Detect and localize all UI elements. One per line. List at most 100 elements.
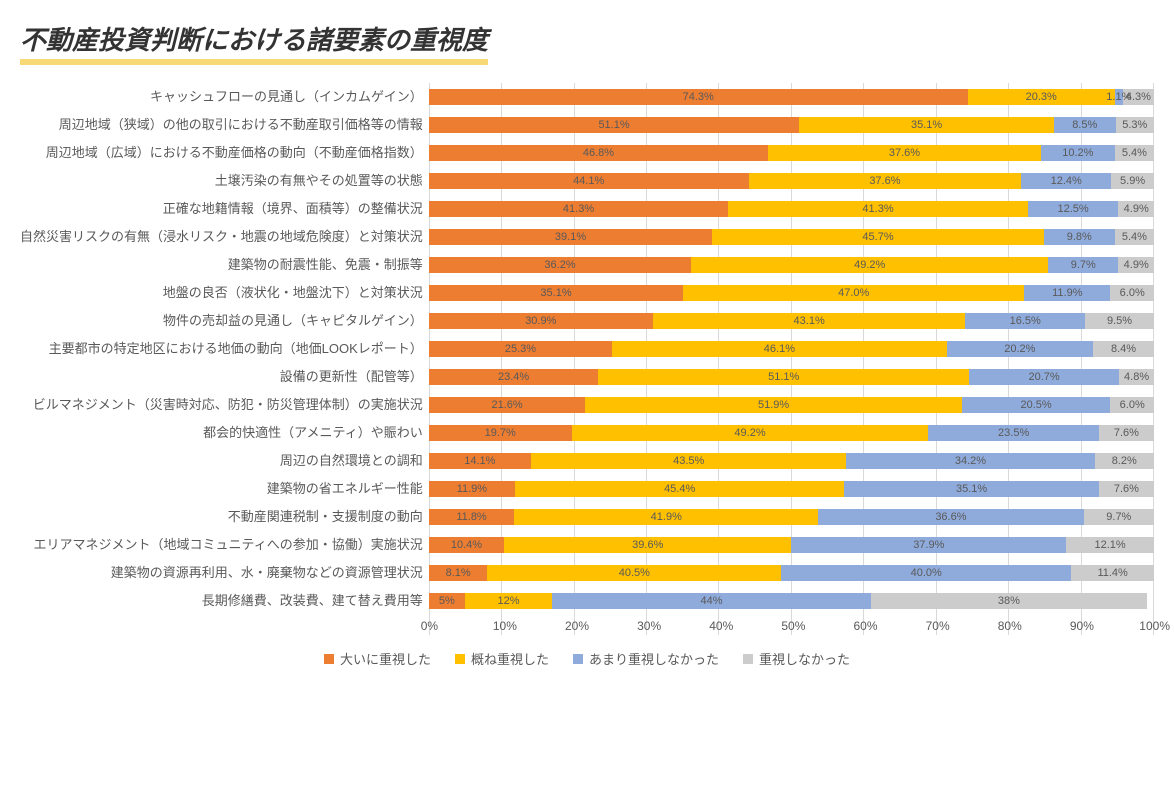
bar-segment: 36.6% <box>818 509 1083 525</box>
bar-row: 30.9%43.1%16.5%9.5% <box>429 307 1154 335</box>
row-label: 長期修繕費、改装費、建て替え費用等 <box>20 587 423 615</box>
segment-value: 49.2% <box>854 259 885 271</box>
row-label: 正確な地籍情報（境界、面積等）の整備状況 <box>20 195 423 223</box>
bar-segment: 41.9% <box>514 509 818 525</box>
bar-segment: 10.2% <box>1041 145 1115 161</box>
segment-value: 8.1% <box>446 567 471 579</box>
bar-row: 21.6%51.9%20.5%6.0% <box>429 391 1154 419</box>
bar-segment: 4.8% <box>1119 369 1154 385</box>
bar-segment: 8.1% <box>429 565 488 581</box>
bar-segment: 44.1% <box>429 173 749 189</box>
bar-segment: 12.4% <box>1021 173 1111 189</box>
segment-value: 4.9% <box>1124 259 1149 271</box>
segment-value: 4.3% <box>1126 91 1151 103</box>
segment-value: 11.8% <box>456 511 486 523</box>
segment-value: 12.1% <box>1094 539 1125 551</box>
x-axis-tick: 100% <box>1139 619 1170 633</box>
segment-value: 38% <box>998 595 1020 607</box>
segment-value: 35.1% <box>911 119 942 131</box>
bar-segment: 4.3% <box>1123 89 1154 105</box>
bar-segment: 51.1% <box>429 117 800 133</box>
segment-value: 12.4% <box>1051 175 1082 187</box>
bar-segment: 49.2% <box>691 257 1048 273</box>
segment-value: 12% <box>497 595 519 607</box>
bar-row: 51.1% 35.1% 8.5% 5.3% <box>429 111 1154 139</box>
row-label: 周辺の自然環境との調和 <box>20 447 423 475</box>
bar-segment: 39.1% <box>429 229 713 245</box>
bar-segment: 9.8% <box>1044 229 1115 245</box>
segment-value: 21.6% <box>491 399 522 411</box>
bar-segment: 23.5% <box>928 425 1098 441</box>
bar-row: 74.3%20.3%1.1%4.3% <box>429 83 1154 111</box>
bar-segment: 20.2% <box>947 341 1094 357</box>
legend-label: あまり重視しなかった <box>589 649 719 668</box>
segment-value: 49.2% <box>734 427 765 439</box>
bar-segment: 16.5% <box>965 313 1085 329</box>
bar-segment: 5.3% <box>1116 117 1154 133</box>
x-axis: 0%10%20%30%40%50%60%70%80%90%100% <box>429 619 1154 633</box>
segment-value: 10.2% <box>1062 147 1093 159</box>
segment-value: 8.2% <box>1112 455 1137 467</box>
segment-value: 25.3% <box>505 343 536 355</box>
segment-value: 45.4% <box>664 483 695 495</box>
bar-segment: 20.7% <box>969 369 1119 385</box>
bar-segment: 74.3% <box>429 89 968 105</box>
bar-row: 25.3%46.1%20.2%8.4% <box>429 335 1154 363</box>
bar-segment: 37.9% <box>791 537 1066 553</box>
bar-segment: 37.6% <box>749 173 1022 189</box>
segment-value: 45.7% <box>862 231 893 243</box>
segment-value: 41.3% <box>563 203 594 215</box>
segment-value: 4.8% <box>1124 371 1149 383</box>
segment-value: 43.1% <box>794 315 825 327</box>
legend-swatch <box>455 654 465 664</box>
bar-segment: 11.9% <box>1024 285 1110 301</box>
bar-segment: 37.6% <box>768 145 1041 161</box>
legend-item: 概ね重視した <box>455 649 549 668</box>
bar-row: 11.9%45.4%35.1%7.6% <box>429 475 1154 503</box>
legend-item: 大いに重視した <box>324 649 431 668</box>
bar-segment: 47.0% <box>683 285 1024 301</box>
bar-segment: 34.2% <box>846 453 1094 469</box>
bar-segment: 46.8% <box>429 145 768 161</box>
segment-value: 23.4% <box>498 371 529 383</box>
bar-segment: 9.7% <box>1048 257 1118 273</box>
bar-segment: 45.4% <box>515 481 844 497</box>
bar-segment: 20.5% <box>962 397 1111 413</box>
segment-value: 39.1% <box>555 231 586 243</box>
segment-value: 5.3% <box>1122 119 1147 131</box>
segment-value: 6.0% <box>1120 287 1145 299</box>
legend-label: 概ね重視した <box>471 649 549 668</box>
bar-segment: 8.2% <box>1095 453 1154 469</box>
bar-segment: 10.4% <box>429 537 504 553</box>
bar-segment: 46.1% <box>612 341 946 357</box>
segment-value: 12.5% <box>1058 203 1089 215</box>
segment-value: 5.9% <box>1120 175 1145 187</box>
segment-value: 51.1% <box>598 119 629 131</box>
segment-value: 9.8% <box>1067 231 1092 243</box>
bar-segment: 11.4% <box>1071 565 1154 581</box>
bar-segment: 51.1% <box>598 369 969 385</box>
segment-value: 46.1% <box>764 343 795 355</box>
segment-value: 30.9% <box>525 315 556 327</box>
segment-value: 35.1% <box>956 483 987 495</box>
row-label: 建築物の耐震性能、免震・制振等 <box>20 251 423 279</box>
segment-value: 36.6% <box>935 511 966 523</box>
bar-segment: 35.1% <box>844 481 1099 497</box>
row-label: 周辺地域（狭域）の他の取引における不動産取引価格等の情報 <box>20 111 423 139</box>
bar-segment: 8.5% <box>1054 117 1116 133</box>
segment-value: 74.3% <box>683 91 714 103</box>
bar-segment: 5.9% <box>1111 173 1154 189</box>
segment-value: 37.6% <box>889 147 920 159</box>
bar-segment: 5% <box>429 593 465 609</box>
bar-segment: 11.9% <box>429 481 515 497</box>
segment-value: 41.9% <box>651 511 682 523</box>
segment-value: 20.5% <box>1021 399 1052 411</box>
segment-value: 9.7% <box>1106 511 1131 523</box>
legend-item: あまり重視しなかった <box>573 649 719 668</box>
segment-value: 43.5% <box>673 455 704 467</box>
segment-value: 44.1% <box>573 175 604 187</box>
bar-segment: 4.9% <box>1118 201 1154 217</box>
bar-segment: 5.4% <box>1115 145 1154 161</box>
segment-value: 19.7% <box>485 427 516 439</box>
bar-segment: 45.7% <box>712 229 1043 245</box>
